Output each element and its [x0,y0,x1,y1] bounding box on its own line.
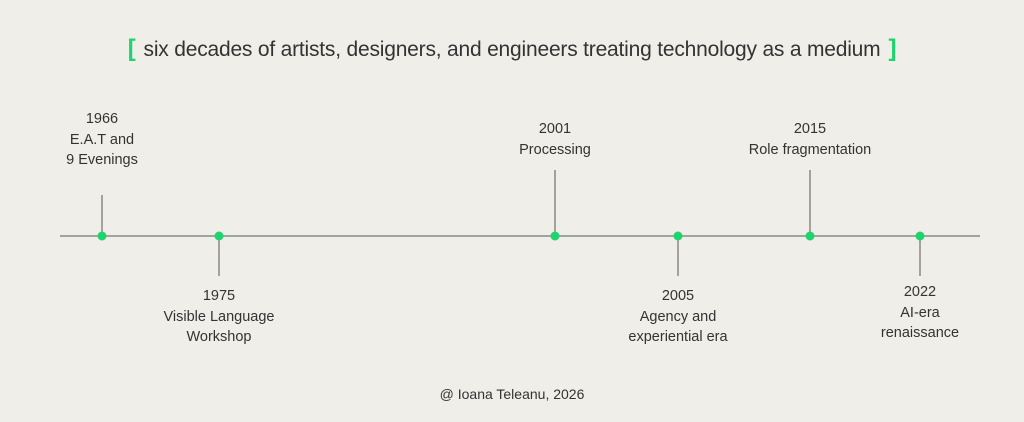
event-description-line: Visible Language [163,308,275,325]
event-year: 2022 [903,284,937,300]
event-year: 1966 [85,111,119,127]
event-year: 1975 [202,288,236,304]
credit: @ Ioana Teleanu, 2026 [439,386,585,402]
event-label-2001: 2001 Processing [470,119,640,160]
event-dot-2005 [673,231,683,241]
event-dot-2015 [805,231,815,241]
event-description-line: Processing [519,141,591,158]
event-description-line: Agency and [639,308,717,325]
event-label-2015: 2015 Role fragmentation [725,119,895,160]
event-dot-1966 [97,231,107,241]
title-text: six decades of artists, designers, and e… [143,38,881,61]
event-year: 2005 [661,288,695,304]
event-dot-2001 [550,231,560,241]
event-description-line: renaissance [880,325,960,341]
event-label-1975: 1975 Visible Language Workshop [134,286,304,348]
event-label-2005: 2005 Agency and experiential era [593,286,763,348]
event-description-line: Role fragmentation [748,141,872,158]
event-year: 2001 [538,121,572,137]
event-dot-2022 [915,231,925,241]
event-description-line: 9 Evenings [66,152,138,168]
event-description-line: AI-era [900,304,940,321]
event-description-line: E.A.T and [69,131,135,148]
event-label-1966: 1966 E.A.T and 9 Evenings [17,109,187,171]
event-label-2022: 2022 AI-era renaissance [835,282,1005,344]
close-bracket: ] [888,35,897,62]
event-dot-1975 [214,231,224,241]
open-bracket: [ [127,35,136,62]
event-description-line: Workshop [186,329,252,345]
event-description-line: experiential era [628,329,728,345]
page-title: [ six decades of artists, designers, and … [0,35,1024,63]
event-year: 2015 [793,121,827,137]
